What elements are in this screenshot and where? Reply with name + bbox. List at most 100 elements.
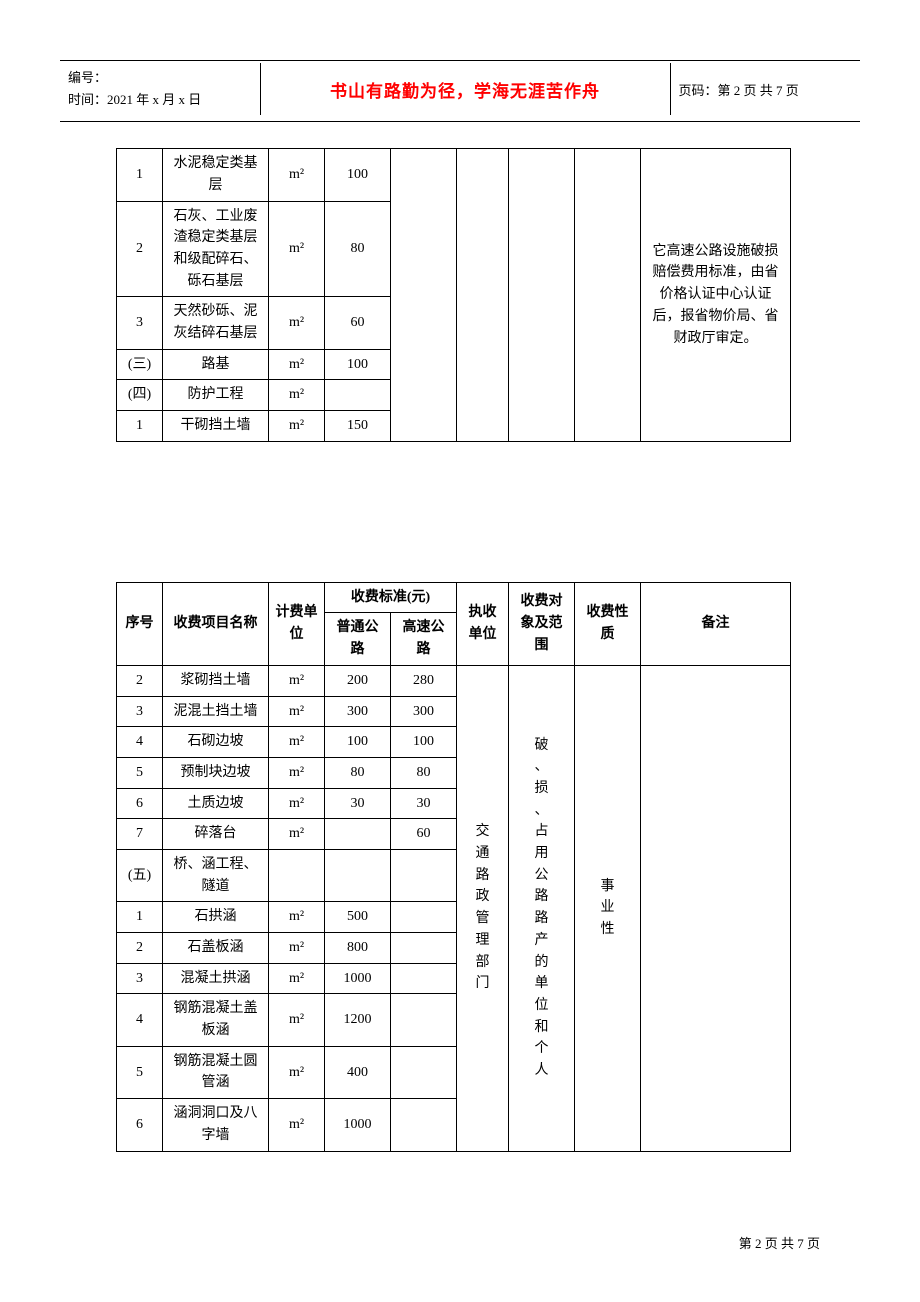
cell-name: 泥混土挡土墙 (163, 696, 269, 727)
cell-p1: 60 (325, 297, 391, 349)
cell-idx: 2 (117, 933, 163, 964)
cell-empty (575, 149, 641, 442)
cell-p2: 300 (391, 696, 457, 727)
col-name: 收费项目名称 (163, 582, 269, 665)
cell-idx: 2 (117, 201, 163, 297)
cell-idx: 3 (117, 696, 163, 727)
cell-unit: m² (269, 349, 325, 380)
cell-idx: 1 (117, 902, 163, 933)
col-std: 收费标准(元) (325, 582, 457, 613)
cell-unit (269, 849, 325, 901)
col-p1: 普通公路 (325, 613, 391, 665)
col-nature: 收费性质 (575, 582, 641, 665)
cell-unit: m² (269, 994, 325, 1046)
cell-idx: (三) (117, 349, 163, 380)
cell-name: 钢筋混凝土盖板涵 (163, 994, 269, 1046)
cell-p2 (391, 933, 457, 964)
cell-idx: 1 (117, 149, 163, 201)
cell-note (641, 665, 791, 1151)
cell-p2 (391, 994, 457, 1046)
table-1: 1水泥稳定类基层m²100它高速公路设施破损赔偿费用标准，由省价格认证中心认证后… (116, 148, 791, 442)
cell-name: 石拱涵 (163, 902, 269, 933)
cell-p1: 1200 (325, 994, 391, 1046)
cell-p2 (391, 1099, 457, 1151)
cell-name: 防护工程 (163, 380, 269, 411)
cell-p1: 30 (325, 788, 391, 819)
cell-unit: m² (269, 297, 325, 349)
cell-unit: m² (269, 411, 325, 442)
cell-p2: 280 (391, 665, 457, 696)
col-unit: 计费单位 (269, 582, 325, 665)
header-table: 编号： 时间：2021 年 x 月 x 日 书山有路勤为径，学海无涯苦作舟 页码… (60, 63, 860, 115)
cell-p1: 500 (325, 902, 391, 933)
doc-time-label: 时间：2021 年 x 月 x 日 (68, 89, 252, 111)
cell-unit: m² (269, 819, 325, 850)
col-scope: 收费对象及范围 (509, 582, 575, 665)
cell-unit: m² (269, 696, 325, 727)
cell-p1: 400 (325, 1046, 391, 1098)
cell-idx: 5 (117, 1046, 163, 1098)
cell-p1: 80 (325, 757, 391, 788)
cell-note: 它高速公路设施破损赔偿费用标准，由省价格认证中心认证后，报省物价局、省财政厅审定… (641, 149, 791, 442)
cell-idx: 3 (117, 963, 163, 994)
cell-p2: 80 (391, 757, 457, 788)
cell-idx: 2 (117, 665, 163, 696)
cell-unit: m² (269, 933, 325, 964)
cell-unit: m² (269, 665, 325, 696)
table-2-header-row-1: 序号 收费项目名称 计费单位 收费标准(元) 执收单位 收费对象及范围 收费性质… (117, 582, 791, 613)
cell-p1 (325, 380, 391, 411)
col-idx: 序号 (117, 582, 163, 665)
table-2: 序号 收费项目名称 计费单位 收费标准(元) 执收单位 收费对象及范围 收费性质… (116, 582, 791, 1152)
cell-p1: 1000 (325, 963, 391, 994)
cell-p1 (325, 849, 391, 901)
cell-p1: 100 (325, 149, 391, 201)
cell-name: 土质边坡 (163, 788, 269, 819)
cell-p2: 100 (391, 727, 457, 758)
cell-name: 涵洞洞口及八字墙 (163, 1099, 269, 1151)
cell-unit: m² (269, 1046, 325, 1098)
doc-id-label: 编号： (68, 67, 252, 89)
cell-unit: m² (269, 788, 325, 819)
cell-scope: 破、损、占用公路路产的单位和个人 (509, 665, 575, 1151)
cell-p2: 60 (391, 819, 457, 850)
header-motto: 书山有路勤为径，学海无涯苦作舟 (260, 63, 670, 115)
col-dept: 执收单位 (457, 582, 509, 665)
cell-unit: m² (269, 201, 325, 297)
cell-name: 碎落台 (163, 819, 269, 850)
cell-idx: 4 (117, 727, 163, 758)
cell-unit: m² (269, 902, 325, 933)
cell-p1: 200 (325, 665, 391, 696)
cell-name: 石灰、工业废渣稳定类基层和级配碎石、砾石基层 (163, 201, 269, 297)
cell-idx: 3 (117, 297, 163, 349)
header-page-label: 页码：第 2 页 共 7 页 (670, 63, 860, 115)
col-p2: 高速公路 (391, 613, 457, 665)
cell-idx: 4 (117, 994, 163, 1046)
cell-name: 天然砂砾、泥灰结碎石基层 (163, 297, 269, 349)
cell-idx: 6 (117, 788, 163, 819)
cell-unit: m² (269, 727, 325, 758)
cell-name: 干砌挡土墙 (163, 411, 269, 442)
cell-name: 钢筋混凝土圆管涵 (163, 1046, 269, 1098)
cell-p2 (391, 902, 457, 933)
cell-empty (391, 149, 457, 442)
page-footer: 第 2 页 共 7 页 (739, 1233, 820, 1252)
cell-name: 石盖板涵 (163, 933, 269, 964)
cell-idx: 7 (117, 819, 163, 850)
cell-name: 石砌边坡 (163, 727, 269, 758)
cell-name: 水泥稳定类基层 (163, 149, 269, 201)
cell-p1: 1000 (325, 1099, 391, 1151)
col-note: 备注 (641, 582, 791, 665)
cell-nature: 事业性 (575, 665, 641, 1151)
cell-dept: 交通路政管理部门 (457, 665, 509, 1151)
cell-p2 (391, 963, 457, 994)
cell-p1: 100 (325, 727, 391, 758)
cell-idx: 6 (117, 1099, 163, 1151)
cell-p2: 30 (391, 788, 457, 819)
cell-p1: 300 (325, 696, 391, 727)
cell-p2 (391, 849, 457, 901)
cell-p1: 150 (325, 411, 391, 442)
cell-unit: m² (269, 380, 325, 411)
cell-name: 路基 (163, 349, 269, 380)
cell-name: 浆砌挡土墙 (163, 665, 269, 696)
cell-p1: 100 (325, 349, 391, 380)
